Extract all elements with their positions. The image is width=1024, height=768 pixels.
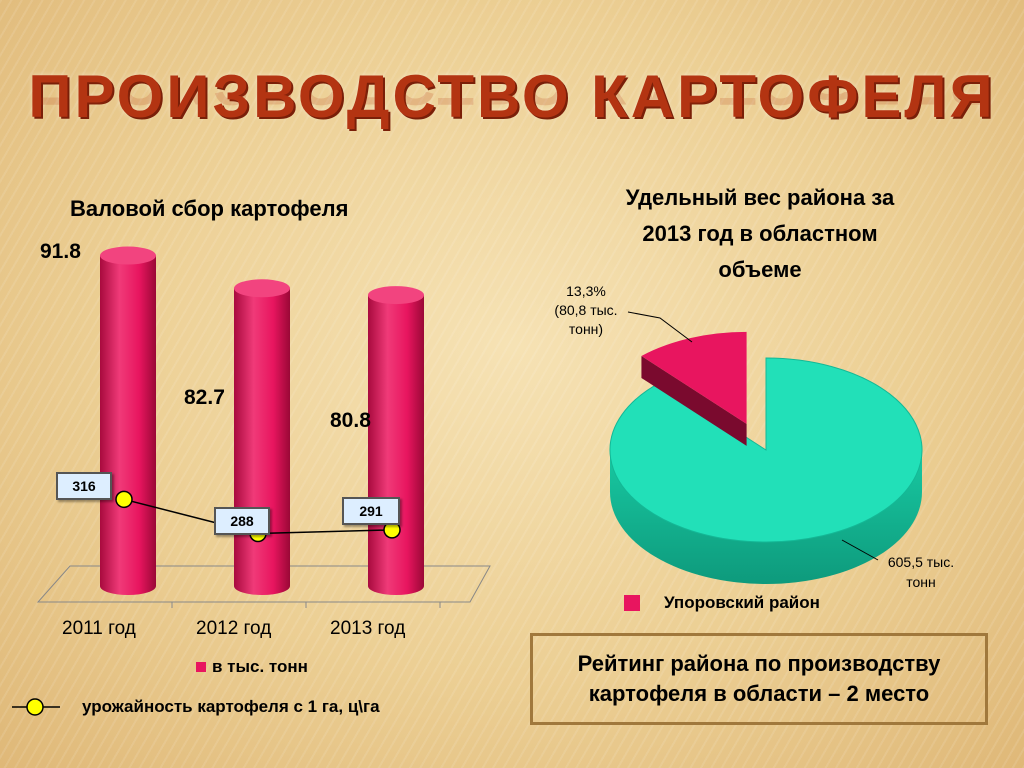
slide-title: ПРОИЗВОДСТВО КАРТОФЕЛЯ <box>28 63 996 130</box>
rating-box: Рейтинг района по производству картофеля… <box>530 633 988 725</box>
pie-label-small: 13,3% (80,8 тыс. тонн) <box>540 282 632 339</box>
legend-pie-marker <box>624 595 640 611</box>
yield-label-2012: 288 <box>214 507 270 535</box>
pie-label-big: 605,5 тыс. тонн <box>866 552 976 592</box>
bar-value-label-2013: 80.8 <box>330 409 371 432</box>
pie-leader-big <box>841 539 879 561</box>
category-label-2012: 2012 год <box>196 618 272 639</box>
category-label-2011: 2011 год <box>62 618 136 639</box>
pie-slice-small <box>641 331 747 424</box>
pie-label-big-line-2: тонн <box>906 574 936 590</box>
pie-label-big-line-1: 605,5 тыс. <box>887 554 955 570</box>
bar-value-label-2011: 91.8 <box>40 240 81 263</box>
pie-label-small-line-3: тонн) <box>568 321 604 337</box>
bar-2011-год <box>100 246 156 595</box>
pie-slice-small-side <box>641 355 747 446</box>
legend-bar-marker <box>196 662 206 672</box>
bar-value-label-2012: 82.7 <box>184 386 225 409</box>
pie-legend-label: Упоровский район <box>664 593 820 612</box>
pie-leader-small <box>627 311 693 343</box>
pie-label-small-line-1: 13,3% <box>566 283 606 299</box>
pie-title-line-3: объеме <box>718 257 802 282</box>
rating-line-1: Рейтинг района по производству <box>577 651 941 676</box>
pie-slice-big-side <box>610 450 922 584</box>
pie-title-line-2: 2013 год в областном <box>642 221 878 246</box>
legend-bar-label: в тыс. тонн <box>212 657 308 676</box>
yield-point-0 <box>115 490 133 509</box>
bar-chart-title: Валовой сбор картофеля <box>70 196 349 221</box>
yield-label-2013: 291 <box>342 497 400 525</box>
bar-2013-год <box>368 286 424 595</box>
yield-label-2011: 316 <box>56 472 112 500</box>
legend-line-label: урожайность картофеля с 1 га, ц\га <box>82 697 380 716</box>
category-label-2013: 2013 год <box>330 618 406 639</box>
bar-2012-год <box>234 279 290 595</box>
pie-label-small-line-2: (80,8 тыс. <box>554 302 618 318</box>
rating-line-2: картофеля в области – 2 место <box>588 681 930 706</box>
pie-chart-title: Удельный вес района за 2013 год в област… <box>540 180 980 288</box>
legend-circle-marker <box>26 698 44 716</box>
pie-title-line-1: Удельный вес района за <box>625 185 895 210</box>
